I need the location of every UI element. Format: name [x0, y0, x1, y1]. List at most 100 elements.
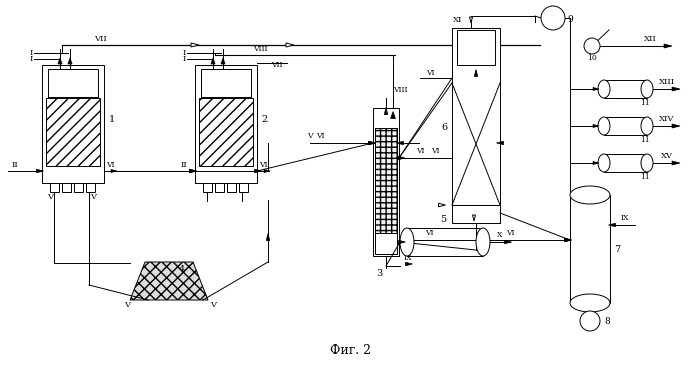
Polygon shape — [384, 108, 388, 115]
Text: XIV: XIV — [659, 115, 675, 123]
Bar — [452, 28, 500, 223]
Polygon shape — [593, 161, 599, 164]
Text: VI: VI — [259, 161, 267, 169]
Polygon shape — [672, 161, 680, 165]
Polygon shape — [564, 238, 571, 242]
Text: VI: VI — [425, 229, 433, 237]
Text: 1: 1 — [109, 116, 115, 124]
Circle shape — [541, 6, 565, 30]
Polygon shape — [593, 87, 599, 90]
Text: XV: XV — [661, 152, 673, 160]
Ellipse shape — [570, 294, 610, 312]
Text: 7: 7 — [614, 244, 620, 254]
Ellipse shape — [598, 80, 610, 98]
Text: IX: IX — [621, 214, 629, 222]
Text: 9: 9 — [567, 15, 573, 25]
Polygon shape — [398, 156, 405, 160]
Polygon shape — [564, 238, 571, 242]
Text: VIII: VIII — [393, 86, 407, 94]
Text: 4: 4 — [179, 265, 186, 274]
Polygon shape — [266, 234, 270, 240]
Text: 6: 6 — [441, 123, 447, 132]
Bar — [50, 183, 59, 192]
Text: 5: 5 — [440, 216, 446, 224]
Bar — [201, 69, 251, 97]
Polygon shape — [255, 169, 262, 173]
Bar — [457, 30, 495, 65]
Text: XIII: XIII — [659, 78, 675, 86]
Polygon shape — [672, 124, 680, 128]
Circle shape — [580, 311, 600, 331]
Text: II: II — [12, 161, 18, 169]
Text: VI: VI — [505, 229, 514, 237]
Polygon shape — [68, 58, 72, 64]
Ellipse shape — [476, 228, 490, 256]
Polygon shape — [191, 43, 199, 47]
Text: I: I — [30, 49, 34, 57]
Bar — [46, 98, 100, 166]
Bar — [199, 98, 253, 166]
Text: 10: 10 — [587, 54, 597, 62]
Bar — [86, 183, 95, 192]
Polygon shape — [36, 169, 43, 173]
Text: VII: VII — [272, 61, 283, 69]
Polygon shape — [391, 112, 395, 119]
Text: 3: 3 — [376, 269, 382, 279]
Text: I: I — [183, 55, 186, 63]
Polygon shape — [672, 87, 680, 91]
Polygon shape — [470, 17, 473, 23]
Bar — [48, 69, 98, 97]
Text: XII: XII — [643, 35, 657, 43]
Text: II: II — [181, 161, 188, 169]
Polygon shape — [398, 156, 405, 160]
Text: VI: VI — [106, 161, 114, 169]
Text: 11: 11 — [640, 173, 650, 181]
Bar — [407, 228, 483, 256]
Polygon shape — [286, 43, 294, 47]
Bar — [570, 195, 610, 303]
Ellipse shape — [641, 154, 653, 172]
Text: V: V — [47, 193, 53, 201]
Polygon shape — [664, 44, 672, 48]
Polygon shape — [438, 203, 445, 207]
Polygon shape — [190, 169, 197, 173]
Bar — [375, 128, 397, 233]
Polygon shape — [190, 169, 197, 173]
Bar — [203, 183, 212, 192]
Bar — [604, 80, 647, 98]
Bar — [604, 117, 647, 135]
Polygon shape — [593, 124, 599, 127]
Bar — [375, 233, 397, 254]
Polygon shape — [398, 240, 405, 244]
Ellipse shape — [598, 154, 610, 172]
Ellipse shape — [570, 186, 610, 204]
Text: V: V — [210, 301, 216, 309]
Polygon shape — [368, 141, 375, 145]
Text: Фиг. 2: Фиг. 2 — [330, 344, 370, 356]
Polygon shape — [473, 215, 475, 221]
Text: I: I — [183, 49, 186, 57]
Text: VI: VI — [416, 147, 424, 155]
Text: XI: XI — [454, 16, 463, 24]
Ellipse shape — [641, 117, 653, 135]
Ellipse shape — [400, 228, 414, 256]
Polygon shape — [405, 262, 412, 266]
Text: 8: 8 — [604, 317, 610, 325]
Polygon shape — [130, 262, 208, 300]
Ellipse shape — [641, 80, 653, 98]
Text: V: V — [124, 301, 130, 309]
Text: IX: IX — [404, 254, 412, 262]
Bar — [604, 154, 647, 172]
Bar — [42, 65, 104, 183]
Polygon shape — [58, 58, 62, 64]
Text: I: I — [30, 55, 34, 63]
Text: V: V — [307, 132, 313, 140]
Polygon shape — [264, 169, 270, 172]
Polygon shape — [111, 169, 117, 172]
Bar — [239, 183, 248, 192]
Polygon shape — [221, 58, 225, 64]
Bar — [373, 108, 399, 256]
Text: VIII: VIII — [253, 45, 267, 53]
Polygon shape — [608, 223, 615, 227]
Bar — [62, 183, 71, 192]
